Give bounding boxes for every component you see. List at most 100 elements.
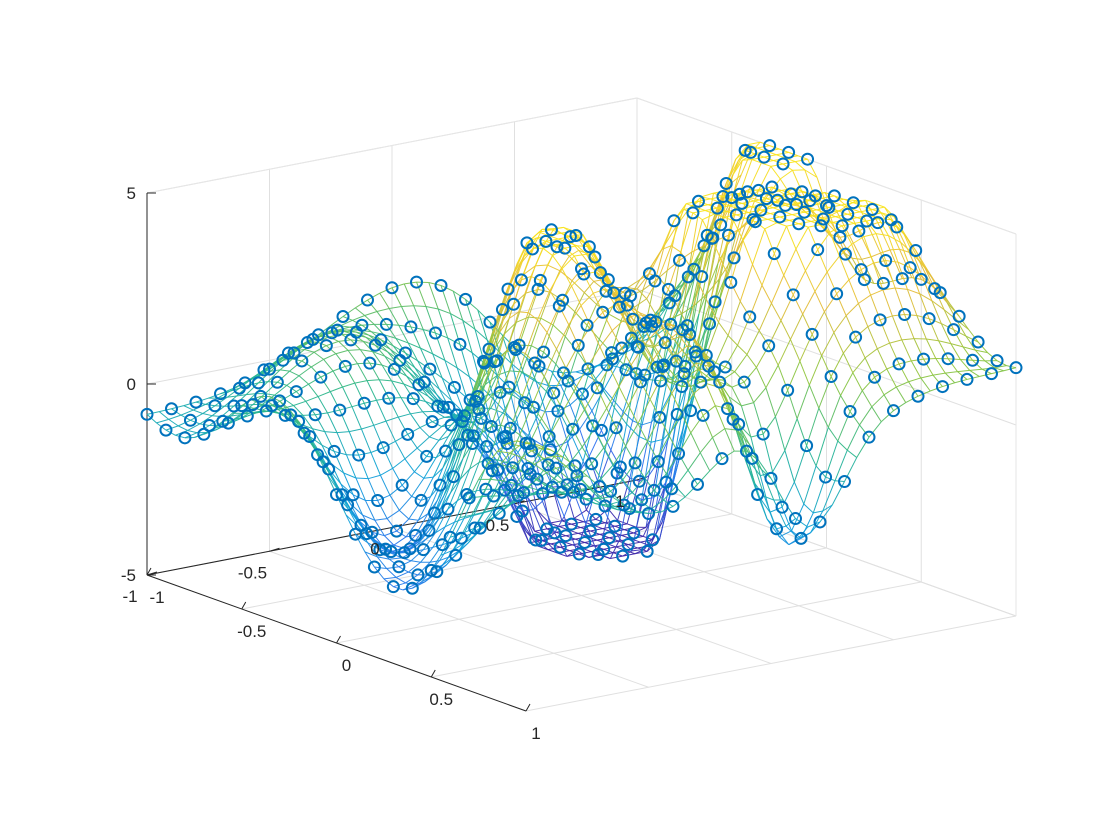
mesh-segment: [382, 440, 396, 449]
mesh-segment: [691, 249, 705, 305]
mesh-segment: [342, 382, 355, 388]
mesh-segment: [689, 334, 700, 349]
mesh-segment: [806, 408, 820, 446]
data-point-marker: [300, 336, 314, 350]
mesh-segment: [829, 232, 840, 257]
data-point-marker: [550, 240, 564, 254]
data-point-marker: [254, 389, 268, 403]
mesh-segment: [402, 584, 416, 591]
data-point-marker: [390, 524, 404, 538]
data-point-marker: [843, 404, 857, 418]
mesh-segment: [432, 353, 446, 361]
data-point-marker: [612, 300, 626, 314]
data-point-marker: [140, 407, 154, 421]
mesh-segment: [321, 444, 335, 452]
mesh-segment: [445, 436, 456, 452]
mesh-segment: [806, 445, 817, 467]
mesh-segment: [841, 225, 853, 245]
data-point-marker: [577, 267, 591, 281]
data-point-marker: [551, 404, 565, 418]
data-point-marker: [435, 538, 449, 552]
mesh-segment: [323, 353, 337, 360]
data-point-marker: [325, 326, 339, 340]
mesh-segment: [789, 313, 804, 340]
mesh-segment: [352, 315, 365, 321]
mesh-segment: [568, 476, 578, 480]
mesh-segment: [489, 321, 503, 336]
mesh-segment: [739, 264, 753, 302]
mesh-segment: [310, 366, 322, 378]
mesh-segment: [438, 308, 451, 315]
y-tick-label: -1: [122, 587, 137, 606]
data-point-marker: [409, 528, 423, 542]
mesh-segment: [538, 365, 552, 372]
data-point-marker: [762, 339, 776, 353]
data-point-marker: [654, 374, 668, 388]
mesh-segment: [795, 248, 806, 271]
mesh-segment: [677, 266, 691, 307]
mesh-segment: [555, 336, 566, 365]
mesh-segment: [959, 359, 971, 371]
mesh-segment: [845, 315, 857, 338]
mesh-segment: [908, 377, 921, 383]
mesh-segment: [419, 427, 430, 438]
mesh-segment: [630, 289, 643, 297]
mesh-segment: [536, 391, 547, 417]
data-point-marker: [439, 444, 453, 458]
x-tick: [336, 635, 341, 644]
mesh-segment: [908, 381, 919, 397]
mesh-segment: [395, 337, 409, 344]
data-point-marker: [658, 336, 672, 350]
mesh-segment: [770, 166, 781, 180]
mesh-segment: [560, 447, 571, 463]
data-point-marker: [581, 362, 595, 376]
mesh-segment: [395, 571, 409, 578]
mesh-segment: [622, 373, 636, 412]
mesh-segment: [342, 386, 353, 407]
data-point-marker: [616, 549, 630, 563]
data-point-marker: [541, 458, 555, 472]
mesh-segment: [408, 372, 420, 386]
mesh-segment: [696, 294, 708, 349]
data-point-marker: [638, 368, 652, 382]
mesh-segment: [777, 339, 791, 366]
mesh-segment: [677, 402, 689, 453]
mesh-segment: [877, 342, 890, 350]
mesh-segment: [440, 285, 454, 292]
mesh-segment: [432, 526, 446, 548]
mesh-segment: [953, 329, 964, 348]
mesh-segment: [849, 390, 863, 412]
mesh-segment: [398, 496, 413, 511]
mesh-segment: [771, 303, 782, 321]
mesh-segment: [586, 475, 600, 487]
mesh-segment: [784, 450, 795, 483]
mesh-segment: [962, 346, 976, 351]
mesh-segment: [573, 509, 587, 519]
data-point-marker: [801, 152, 815, 166]
data-point-marker: [552, 299, 566, 313]
mesh-segment: [644, 477, 655, 491]
data-point-marker: [656, 360, 670, 374]
mesh-segment: [688, 276, 703, 343]
mesh-segment: [752, 264, 763, 286]
mesh-segment: [626, 304, 638, 315]
mesh-segment: [747, 459, 761, 477]
data-point-marker: [765, 180, 779, 194]
mesh-segment: [887, 235, 899, 263]
mesh-segment: [851, 244, 862, 270]
mesh-segment: [860, 262, 874, 271]
mesh-segment: [664, 342, 676, 357]
mesh-segment: [308, 376, 322, 385]
mesh-segment: [538, 432, 552, 455]
mesh-segment: [416, 530, 430, 546]
mesh-segment: [558, 409, 572, 435]
mesh-segment: [403, 383, 414, 399]
data-point-marker: [819, 470, 833, 484]
data-point-marker: [569, 228, 583, 242]
data-point-marker: [661, 282, 675, 296]
marker-layer: [140, 139, 1023, 595]
mesh-segment: [727, 335, 738, 346]
mesh-segment: [632, 374, 646, 421]
mesh-segment: [724, 345, 738, 368]
mesh-segment: [430, 560, 440, 563]
